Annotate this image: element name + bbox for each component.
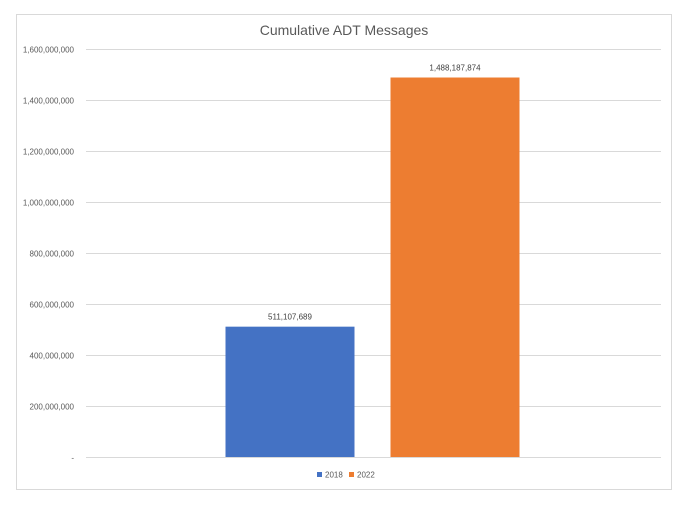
- legend-swatch-2022: [349, 472, 354, 477]
- y-tick-label: 1,000,000,000: [23, 199, 75, 208]
- y-tick-label: 400,000,000: [30, 352, 75, 361]
- data-label-2018: 511,107,689: [268, 313, 312, 322]
- legend-label-2018: 2018: [325, 471, 343, 480]
- data-labels: 511,107,689 1,488,187,874: [268, 64, 481, 322]
- gridlines: [86, 49, 661, 458]
- bars: [225, 77, 520, 458]
- legend: 2018 2022: [317, 471, 375, 480]
- y-tick-label: 1,200,000,000: [23, 148, 75, 157]
- y-tick-label: 200,000,000: [30, 403, 75, 412]
- y-tick-label: 1,600,000,000: [23, 46, 75, 55]
- y-tick-label: 800,000,000: [30, 250, 75, 259]
- data-label-2022: 1,488,187,874: [429, 64, 481, 73]
- legend-swatch-2018: [317, 472, 322, 477]
- bar-2018: [225, 326, 355, 457]
- chart-title: Cumulative ADT Messages: [260, 22, 429, 38]
- y-tick-label: 600,000,000: [30, 301, 75, 310]
- y-tick-label: -: [71, 454, 74, 463]
- legend-label-2022: 2022: [357, 471, 375, 480]
- y-axis-tick-labels: - 200,000,000 400,000,000 600,000,000 800,00…: [23, 46, 75, 463]
- y-tick-label: 1,400,000,000: [23, 97, 75, 106]
- bar-2022: [390, 77, 520, 458]
